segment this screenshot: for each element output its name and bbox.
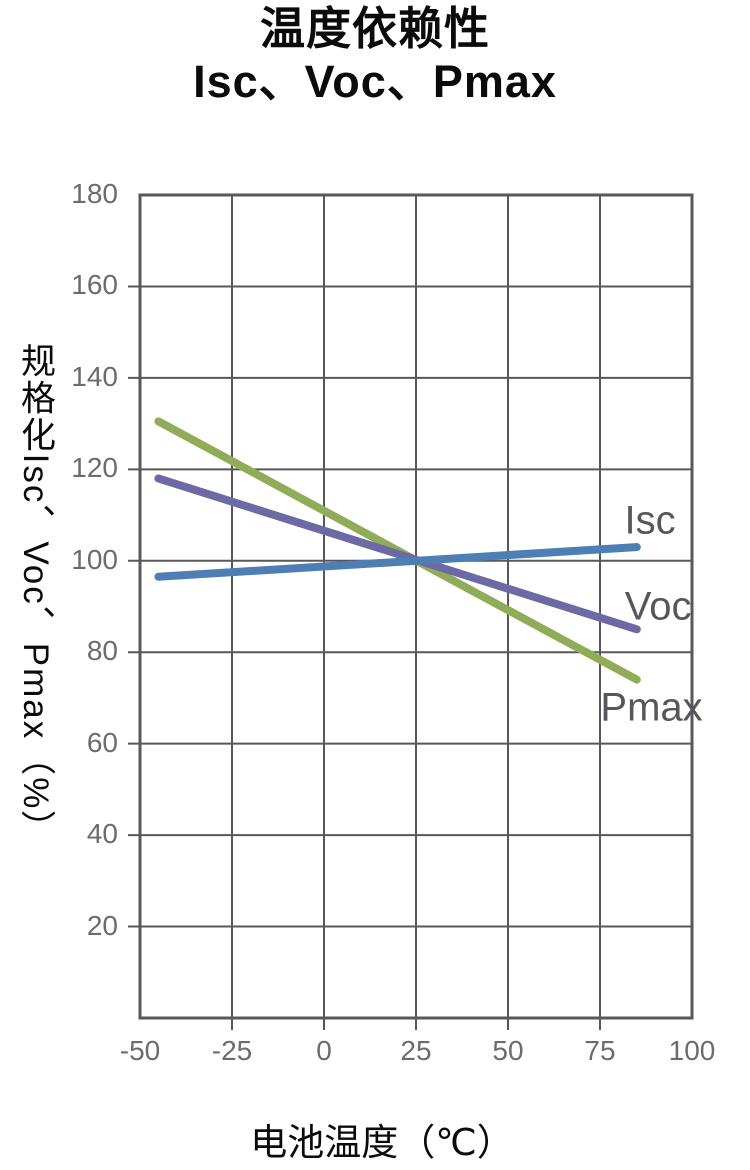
y-tick-label: 80: [86, 635, 118, 667]
plot-border: [138, 193, 694, 1020]
y-tick-label: 180: [71, 178, 118, 209]
x-axis-title: 电池温度（℃）: [250, 1122, 514, 1163]
series-line-voc: [154, 474, 641, 634]
x-tick-label: 100: [668, 1035, 716, 1066]
y-tick-label: 120: [71, 452, 118, 484]
series-line-isc: [154, 543, 641, 581]
y-tick-label: 60: [86, 726, 118, 758]
chart-title-line2: Isc、Voc、Pmax: [193, 56, 557, 107]
chart-title: 温度依赖性 Isc、Voc、Pmax: [0, 2, 750, 108]
y-axis-title: 规格化Isc、Voc、Pmax（%）: [16, 342, 55, 848]
series-label-pmax: Pmax: [600, 685, 703, 730]
x-tick-label: 25: [400, 1035, 432, 1066]
x-tick-label: -50: [119, 1035, 161, 1066]
chart-title-line1: 温度依赖性: [259, 3, 490, 54]
series-label-voc: Voc: [624, 584, 692, 628]
y-tick-label: 100: [71, 543, 118, 575]
y-tick-label: 160: [71, 269, 118, 301]
x-tick-label: 50: [492, 1035, 524, 1066]
y-tick-label: 140: [71, 360, 118, 392]
x-tick-label: 0: [316, 1035, 332, 1066]
y-tick-label: 40: [86, 818, 118, 850]
y-tick-label: 20: [86, 909, 118, 941]
x-tick-label: 75: [584, 1035, 616, 1066]
x-tick-label: -25: [211, 1035, 253, 1066]
series-label-isc: Isc: [624, 498, 676, 543]
